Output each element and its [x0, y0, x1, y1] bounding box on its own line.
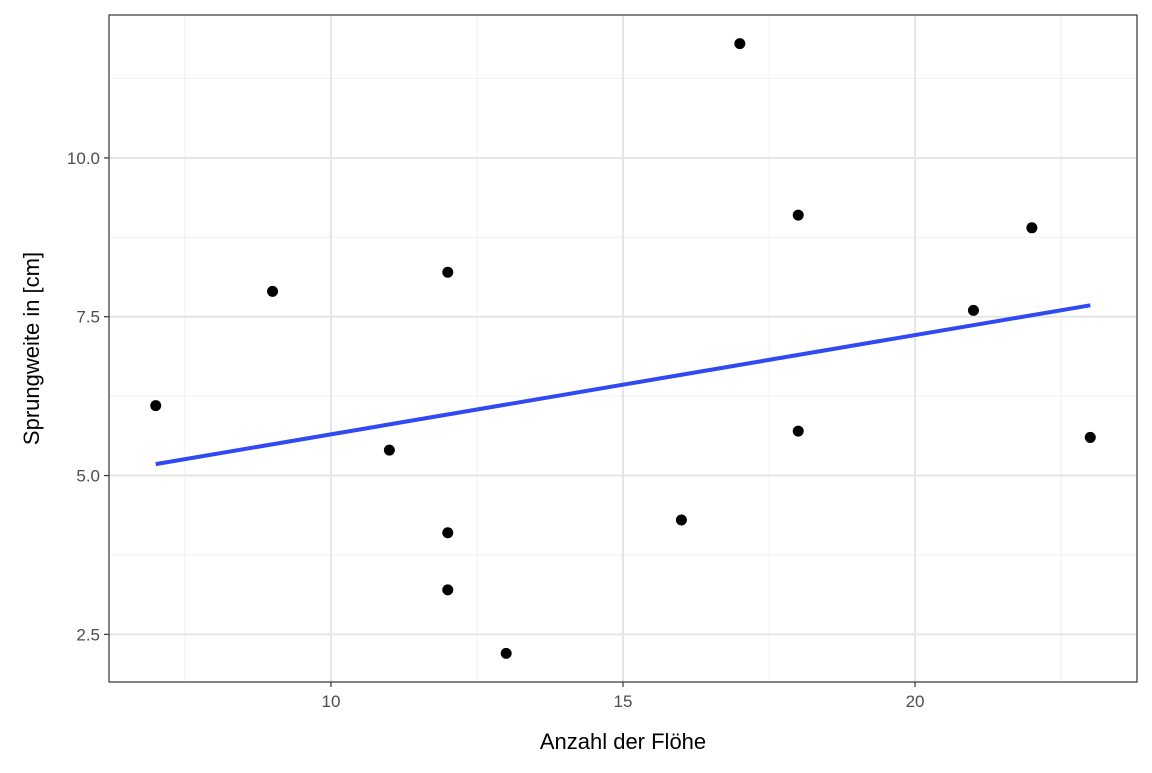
data-point [383, 444, 395, 456]
regression-layer [155, 303, 1091, 467]
y-axis-title: Sprungweite in [cm] [19, 252, 44, 445]
x-tick-label: 10 [321, 692, 340, 711]
y-tick-label: 10.0 [67, 149, 100, 168]
y-tick-label: 5.0 [76, 467, 100, 486]
x-tick-label: 15 [614, 692, 633, 711]
y-tick-label: 2.5 [76, 625, 100, 644]
y-tick-label: 7.5 [76, 308, 100, 327]
data-point [150, 400, 162, 412]
data-point [442, 266, 454, 278]
data-point [792, 425, 804, 437]
data-point [442, 584, 454, 596]
data-point [792, 209, 804, 221]
points-layer [150, 38, 1096, 659]
data-point [500, 647, 512, 659]
data-point [1026, 222, 1038, 234]
data-point [734, 38, 746, 50]
y-axis-ticks: 2.5 5.0 7.5 10.0 [67, 149, 109, 644]
data-point [442, 527, 454, 539]
x-axis-title: Anzahl der Flöhe [540, 729, 706, 754]
data-point [675, 514, 687, 526]
data-point [267, 285, 279, 297]
major-grid [109, 15, 1137, 682]
data-point [967, 304, 979, 316]
x-tick-label: 20 [906, 692, 925, 711]
data-point [1084, 431, 1096, 443]
x-axis-ticks: 10 15 20 [321, 682, 925, 711]
regression-line [155, 303, 1091, 467]
